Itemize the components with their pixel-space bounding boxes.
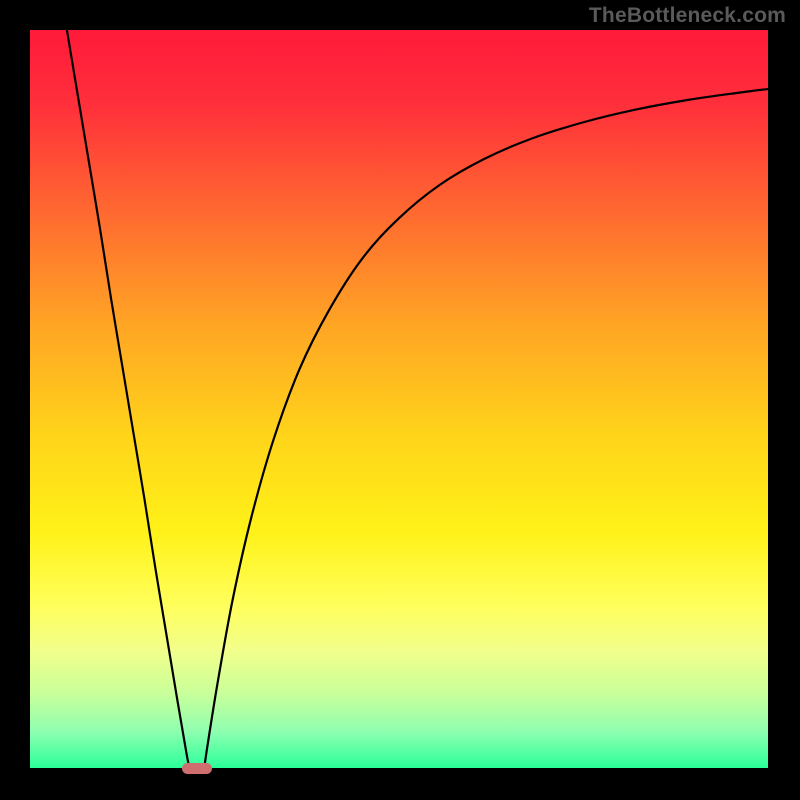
minimum-marker: [182, 763, 212, 774]
series-right-branch: [204, 89, 768, 768]
plot-area: [30, 30, 768, 768]
series-left-branch: [67, 30, 190, 768]
chart-container: { "chart": { "type": "line", "canvas": {…: [0, 0, 800, 800]
curve-layer: [30, 30, 768, 768]
watermark-text: TheBottleneck.com: [589, 4, 786, 28]
